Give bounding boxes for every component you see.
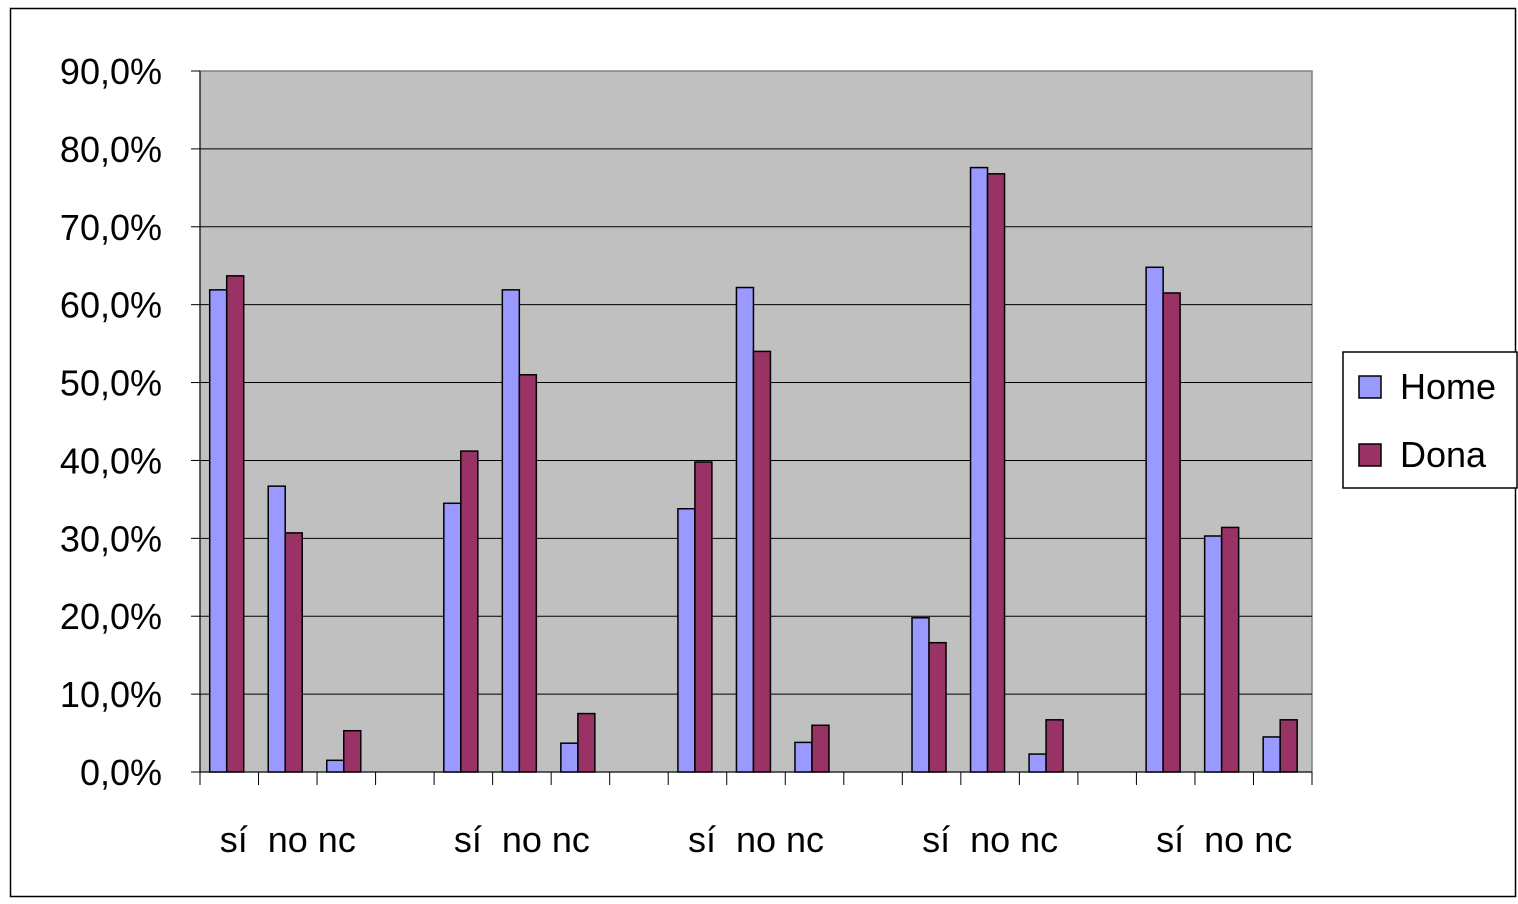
y-tick-label: 50,0% <box>60 363 162 404</box>
y-tick-label: 20,0% <box>60 596 162 637</box>
y-tick-label: 70,0% <box>60 207 162 248</box>
y-tick-label: 0,0% <box>80 752 162 793</box>
bar <box>208 289 228 773</box>
bar <box>928 641 947 773</box>
x-group-label: sí no nc <box>688 819 824 860</box>
bar <box>225 275 245 773</box>
bar <box>518 374 538 773</box>
y-tick-label: 60,0% <box>60 285 162 326</box>
bar <box>811 724 830 773</box>
bar <box>1045 719 1064 773</box>
bar <box>735 286 755 773</box>
bar <box>267 485 286 773</box>
bar <box>1262 736 1281 773</box>
legend-label: Home <box>1400 366 1496 407</box>
x-group-label: sí no nc <box>1156 819 1292 860</box>
bar <box>1203 535 1223 773</box>
bar <box>1279 719 1298 773</box>
legend-label: Dona <box>1400 434 1487 475</box>
y-tick-label: 40,0% <box>60 440 162 481</box>
y-tick-label: 90,0% <box>60 51 162 92</box>
bar <box>694 461 713 773</box>
legend-swatch <box>1358 375 1382 399</box>
bar <box>577 712 596 773</box>
y-tick-label: 30,0% <box>60 518 162 559</box>
bar <box>794 741 813 773</box>
y-tick-label: 80,0% <box>60 129 162 170</box>
bar <box>501 289 521 773</box>
bar <box>969 166 989 773</box>
bar <box>284 532 303 773</box>
bar <box>1162 292 1181 773</box>
bar <box>343 729 362 773</box>
x-group-label: sí no nc <box>922 819 1058 860</box>
bar <box>677 507 696 773</box>
bar <box>443 502 462 773</box>
x-group-label: sí no nc <box>454 819 590 860</box>
bar <box>752 350 772 773</box>
bar <box>560 742 579 773</box>
bar <box>1145 266 1164 773</box>
bar <box>1220 526 1240 773</box>
x-group-label: sí no nc <box>220 819 356 860</box>
bar <box>326 759 345 773</box>
y-tick-label: 10,0% <box>60 674 162 715</box>
bar <box>986 173 1006 773</box>
bar <box>911 617 930 773</box>
bar <box>460 450 479 773</box>
bar <box>1028 753 1047 773</box>
legend-swatch <box>1358 443 1382 467</box>
